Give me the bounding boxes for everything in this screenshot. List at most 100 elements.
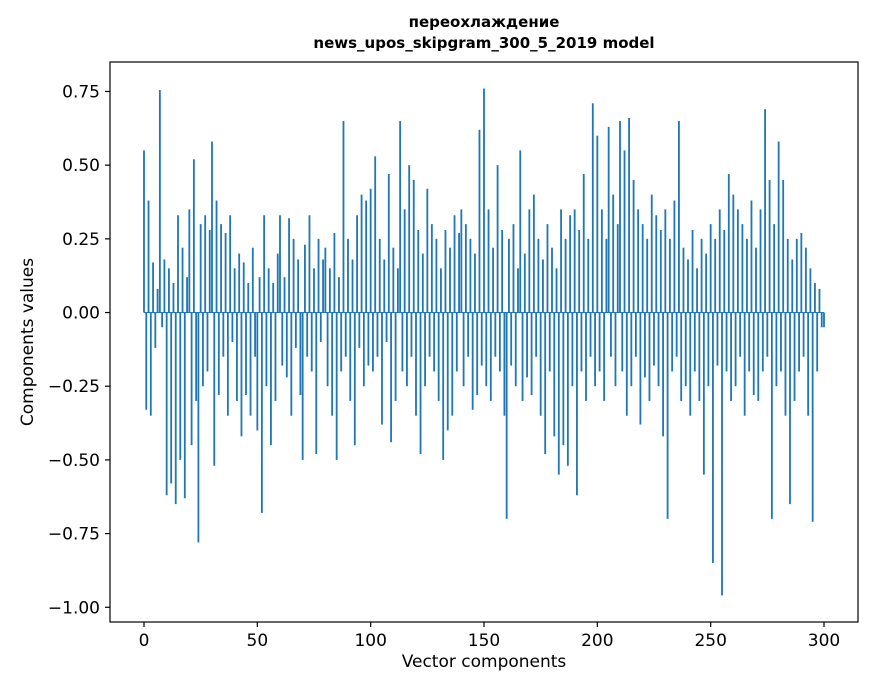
bar [725, 312, 728, 372]
bar [630, 312, 633, 387]
bar [634, 312, 637, 357]
bar [208, 230, 211, 313]
bar [521, 312, 524, 401]
bar [687, 259, 689, 313]
bar [748, 312, 751, 372]
bar [170, 312, 173, 484]
bar [773, 224, 776, 313]
bar [281, 312, 284, 366]
bar [372, 312, 374, 372]
bar [449, 247, 451, 313]
bar [684, 312, 687, 387]
x-tick-label: 0 [139, 631, 150, 651]
x-tick-label: 50 [247, 631, 269, 651]
bar [632, 179, 635, 313]
bar [376, 312, 379, 357]
bar [736, 209, 739, 313]
bar [505, 312, 508, 519]
bar [272, 283, 275, 313]
bar [374, 156, 377, 313]
bar [206, 312, 209, 372]
bar [304, 244, 306, 313]
bar [324, 247, 327, 313]
bar [367, 312, 370, 366]
bar [410, 312, 413, 357]
bar [743, 312, 746, 416]
bar [392, 247, 395, 313]
bar [784, 312, 787, 416]
bar [671, 312, 674, 372]
bar [254, 312, 256, 357]
bar [775, 312, 778, 387]
bar [741, 224, 744, 313]
bar [406, 312, 408, 387]
bar [179, 312, 182, 460]
bar [213, 312, 216, 466]
bar [412, 179, 415, 313]
bar [342, 120, 345, 313]
bar [752, 312, 755, 396]
bar [319, 312, 322, 342]
bar [351, 259, 354, 313]
bar [172, 283, 175, 313]
bar [625, 312, 628, 416]
bar [263, 215, 266, 313]
x-axis-label: Vector components [401, 652, 567, 672]
bar [662, 312, 664, 437]
bar [158, 90, 161, 313]
bar [718, 209, 721, 313]
bar [712, 312, 714, 564]
bar [598, 312, 601, 372]
bar [508, 238, 510, 313]
chart-title: переохлаждение news_upos_skipgram_300_5_… [110, 12, 858, 54]
bar [467, 312, 470, 357]
bar [723, 230, 726, 313]
bar [582, 174, 585, 313]
bar [623, 150, 626, 313]
bar [641, 224, 644, 313]
bar [705, 253, 708, 313]
bar [594, 312, 596, 387]
bar [517, 268, 519, 313]
bar [310, 312, 313, 372]
bar [820, 312, 823, 328]
bar [612, 194, 615, 313]
bar [202, 312, 204, 387]
bar [204, 215, 207, 313]
bar [344, 312, 347, 357]
bar [576, 312, 578, 496]
bar [453, 215, 456, 313]
bar [417, 230, 420, 313]
bar [800, 232, 803, 313]
bar [195, 312, 198, 401]
bar [290, 312, 293, 416]
bar [793, 312, 796, 401]
bar [458, 232, 460, 313]
bar [580, 312, 583, 372]
bar [755, 247, 757, 313]
bar [220, 224, 222, 313]
bar [215, 200, 218, 313]
bar [335, 312, 338, 460]
bar [759, 209, 762, 313]
bar [378, 238, 381, 313]
bar [415, 312, 417, 416]
bar [149, 312, 152, 416]
bar [369, 188, 372, 313]
bar [233, 268, 236, 313]
bar [469, 238, 472, 313]
bar [360, 194, 363, 313]
bar [804, 247, 807, 313]
bar [313, 268, 315, 313]
bar [299, 312, 302, 396]
bar [501, 230, 504, 313]
bar [616, 224, 619, 313]
bar [451, 312, 454, 416]
bar [480, 312, 483, 366]
bar [365, 200, 368, 313]
bar [283, 277, 286, 313]
bar [446, 312, 449, 431]
bar [512, 224, 515, 313]
bar [496, 165, 499, 313]
y-tick-label: −1.00 [48, 598, 100, 618]
